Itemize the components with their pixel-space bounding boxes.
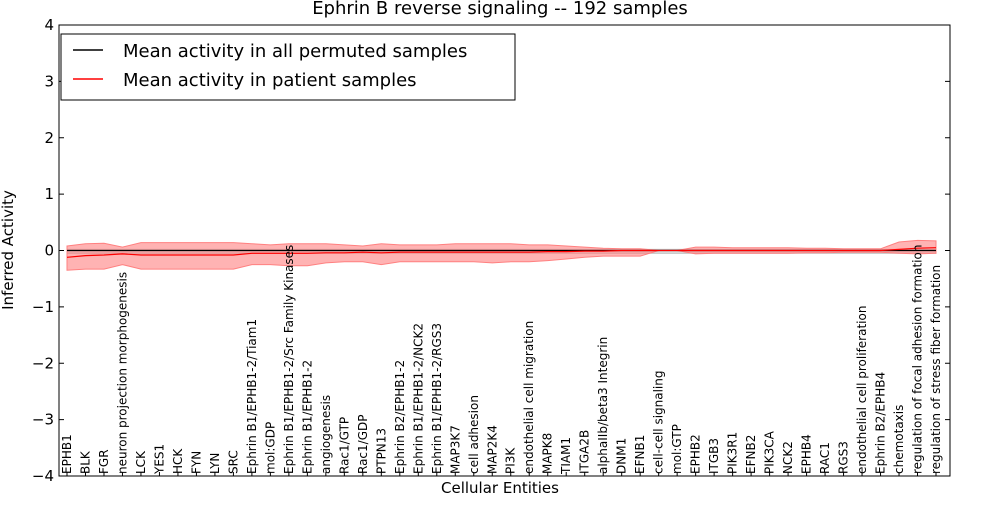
x-tick-label: BLK (79, 450, 93, 474)
y-axis: −4 −3 −2 −1 0 1 2 3 4 (32, 16, 950, 485)
y-tick-label: −4 (32, 467, 54, 485)
x-tick-label: Rac1/GDP (356, 415, 370, 474)
x-tick-label: PI3K (504, 447, 518, 474)
x-tick-label: regulation of stress fiber formation (929, 265, 943, 474)
x-tick-label: EPHB2 (689, 434, 703, 474)
x-tick-label: Ephrin B1/EPHB1-2/RGS3 (430, 323, 444, 474)
x-tick-label: EFNB1 (633, 435, 647, 474)
x-tick-label: DNM1 (615, 438, 629, 474)
x-tick-label: ITGA2B (578, 430, 592, 474)
y-tick-label: 4 (44, 16, 54, 34)
x-tick-label: Ephrin B1/EPHB1-2/Src Family Kinases (282, 245, 296, 474)
chart-title: Ephrin B reverse signaling -- 192 sample… (312, 0, 688, 19)
x-tick-label: FGR (97, 449, 111, 474)
legend-label: Mean activity in patient samples (123, 70, 417, 91)
x-tick-label: YES1 (152, 444, 166, 475)
x-tick-label: regulation of focal adhesion formation (911, 245, 925, 474)
legend: Mean activity in all permuted samples Mea… (60, 33, 516, 101)
y-tick-label: −1 (32, 298, 54, 316)
x-tick-label: cell adhesion (467, 395, 481, 474)
x-tick-label: Rac1/GTP (337, 417, 351, 474)
x-tick-label: cell-cell signaling (652, 371, 666, 475)
series-line-1 (66, 247, 937, 258)
x-tick-label: EPHB4 (800, 434, 814, 474)
series-band-1 (66, 239, 937, 271)
x-tick-label: HCK (171, 448, 185, 474)
x-tick-label: alphaIIb/beta3 Integrin (596, 337, 610, 474)
x-tick-label: Ephrin B1/EPHB1-2/Tiam1 (245, 319, 259, 474)
x-tick-label: endothelial cell proliferation (855, 306, 869, 474)
x-tick-label: LYN (208, 453, 222, 474)
x-tick-label: Ephrin B1/EPHB1-2 (300, 360, 314, 474)
y-tick-label: −3 (32, 411, 54, 429)
x-tick-label: chemotaxis (892, 405, 906, 474)
x-tick-label: mol:GTP (670, 424, 684, 474)
x-tick-label: RAC1 (818, 442, 832, 474)
x-tick-label: RGS3 (837, 441, 851, 474)
x-tick-label: endothelial cell migration (522, 321, 536, 474)
x-tick-label: mol:GDP (263, 422, 277, 474)
x-tick-label: neuron projection morphogenesis (116, 272, 130, 474)
x-tick-label: PIK3CA (763, 430, 777, 474)
legend-box (60, 33, 516, 101)
x-tick-label: EFNB2 (744, 435, 758, 474)
legend-label: Mean activity in all permuted samples (123, 41, 467, 62)
y-tick-label: 2 (44, 129, 54, 147)
x-tick-label: LCK (134, 450, 148, 474)
y-axis-label: Inferred Activity (0, 190, 17, 310)
x-tick-label: MAP3K7 (448, 425, 462, 474)
x-tick-label: PIK3R1 (726, 432, 740, 474)
x-tick-label: FYN (189, 451, 203, 474)
x-tick-label: angiogenesis (319, 395, 333, 474)
x-axis: EPHB1 BLK FGR neuron projection morphogenes… (60, 245, 943, 476)
x-tick-label: ITGB3 (707, 438, 721, 474)
series-lines (66, 247, 937, 258)
x-tick-label: EPHB1 (60, 434, 74, 474)
x-tick-label: MAPK8 (541, 433, 555, 474)
x-tick-label: MAP2K4 (485, 425, 499, 474)
y-tick-label: 3 (44, 72, 54, 90)
x-tick-label: NCK2 (781, 441, 795, 474)
y-tick-label: −2 (32, 354, 54, 372)
x-axis-label: Cellular Entities (441, 479, 559, 497)
x-tick-label: Ephrin B1/EPHB1-2/NCK2 (411, 323, 425, 474)
x-tick-label: Ephrin B2/EPHB1-2 (393, 360, 407, 474)
y-tick-label: 1 (44, 185, 54, 203)
y-tick-label: 0 (44, 242, 54, 260)
x-tick-label: PTPN13 (374, 428, 388, 474)
x-tick-label: TIAM1 (559, 437, 573, 475)
x-tick-label: SRC (226, 450, 240, 474)
x-tick-label: Ephrin B2/EPHB4 (874, 372, 888, 474)
